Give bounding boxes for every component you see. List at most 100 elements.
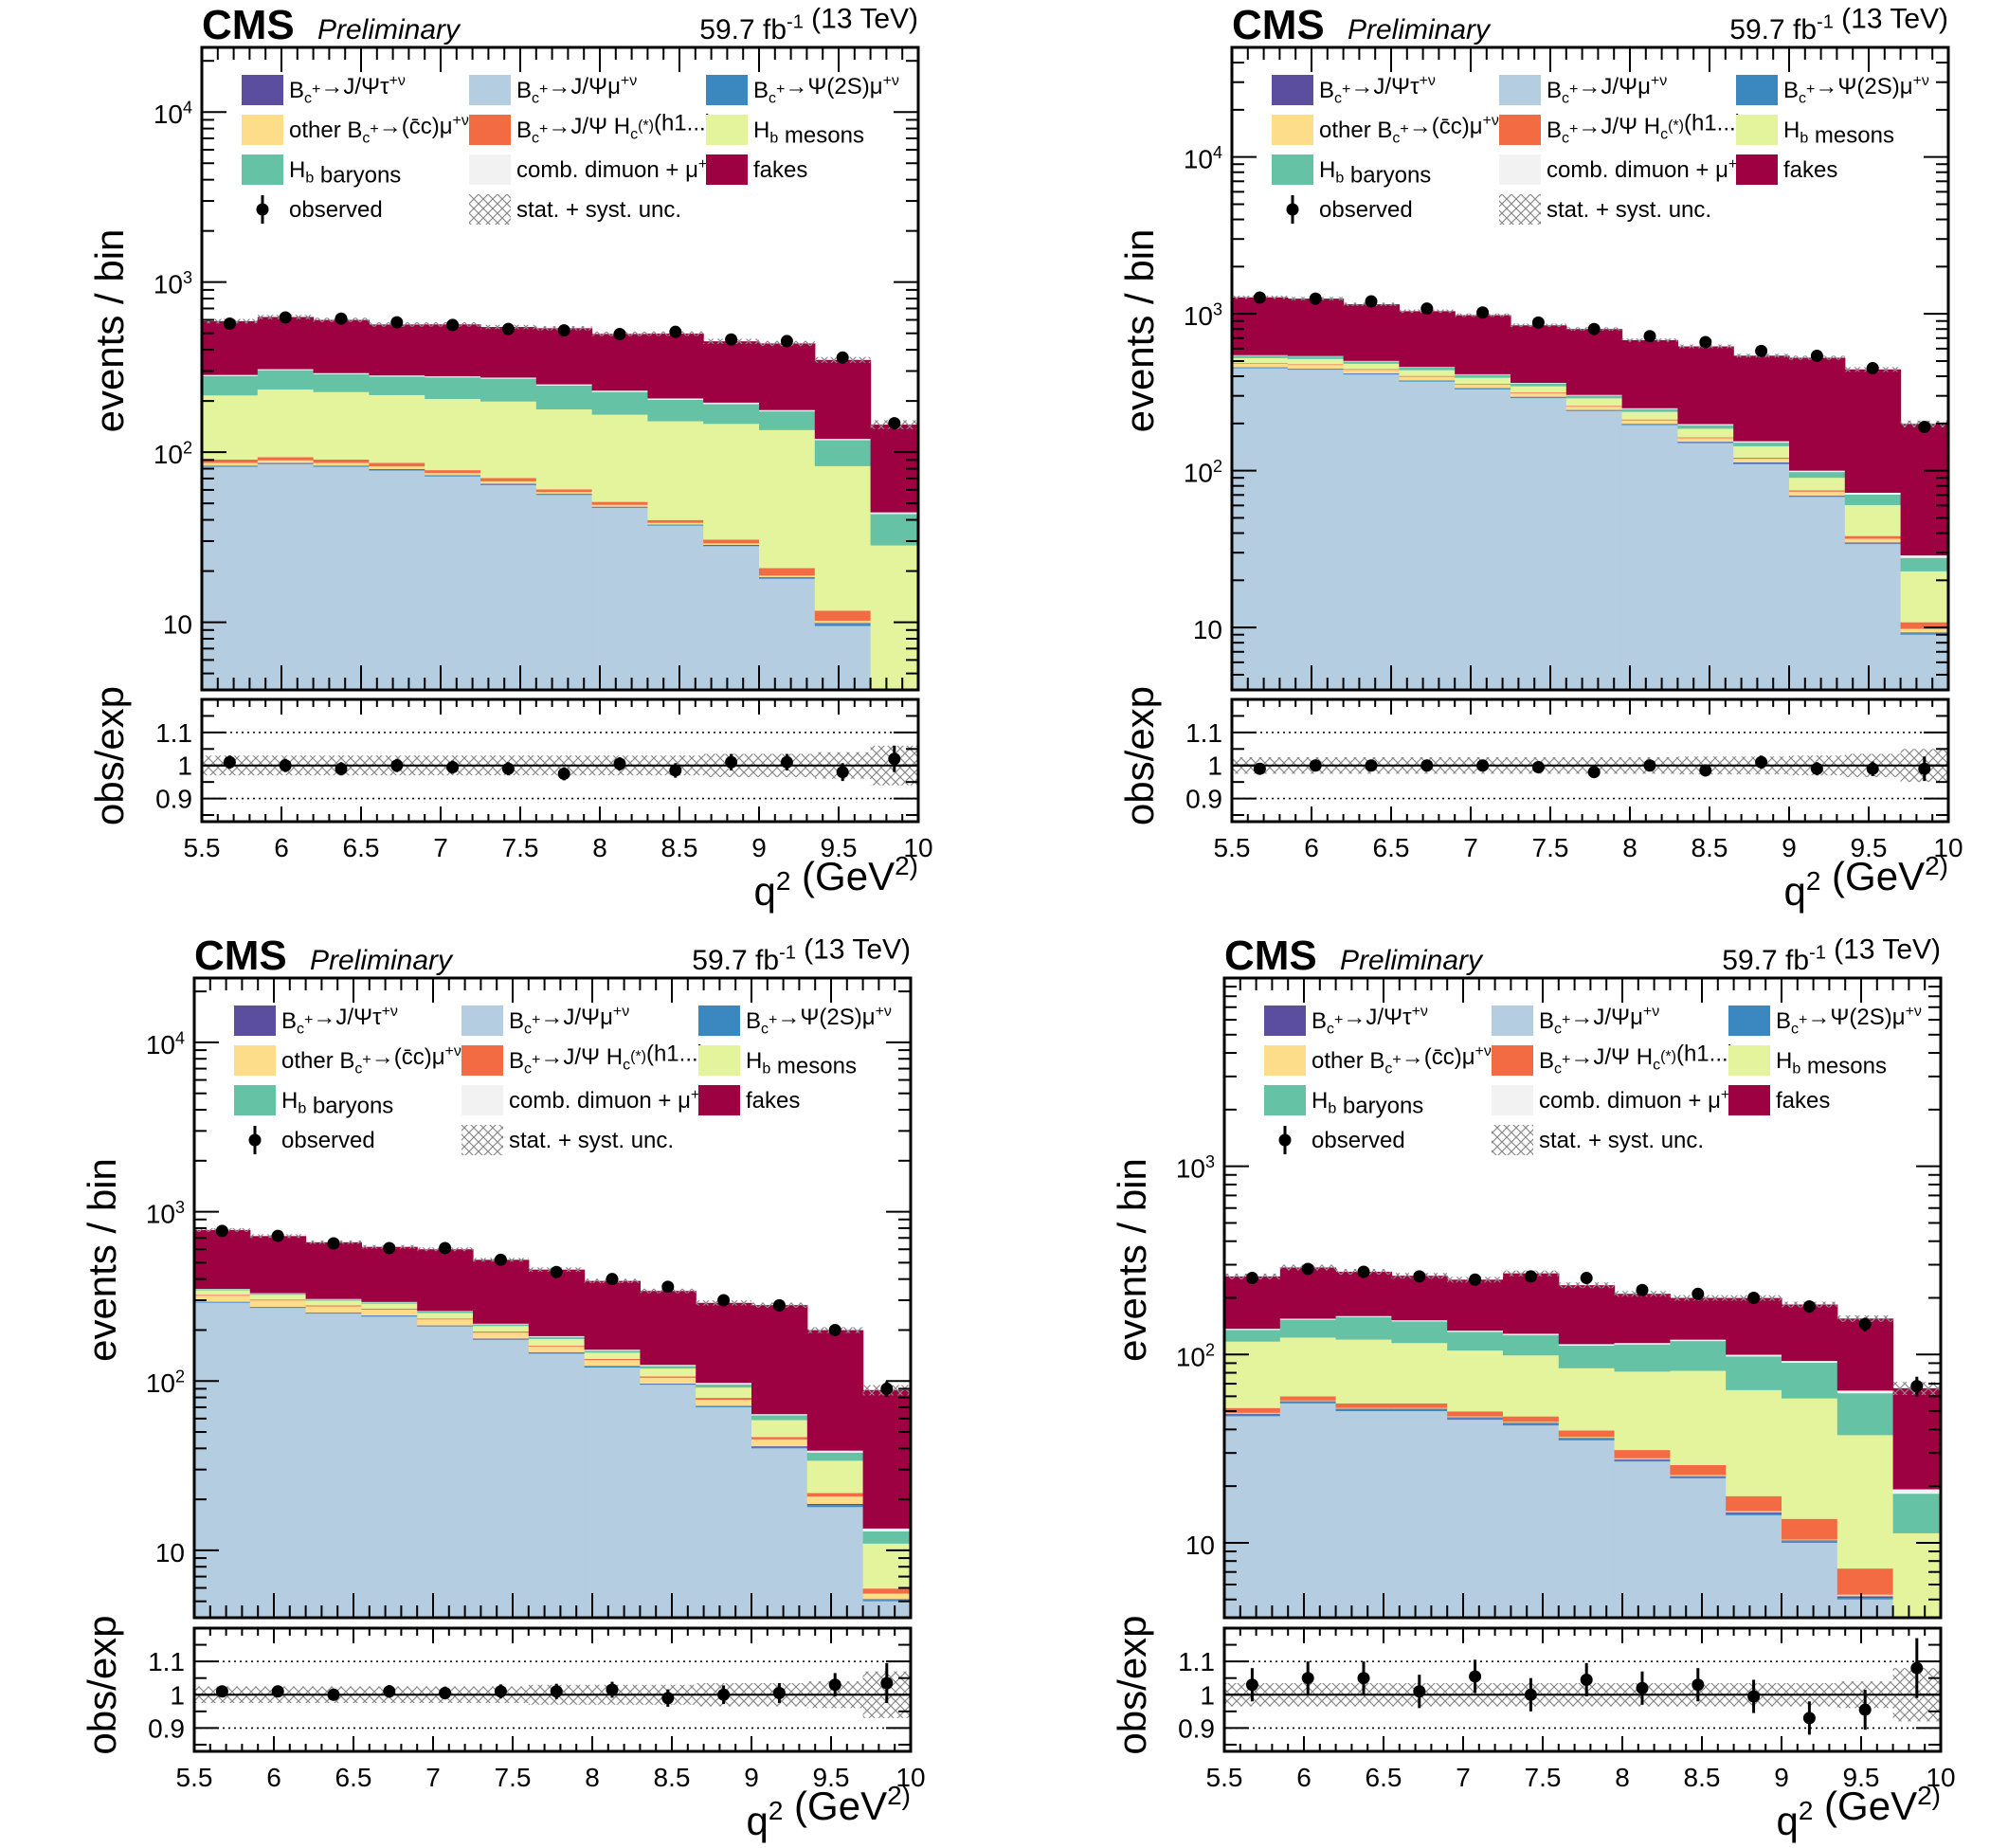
bar-other_cc xyxy=(1677,438,1734,443)
observed-point xyxy=(1643,330,1656,343)
bar-hb_baryons xyxy=(249,1294,307,1295)
x-tick-label: 7 xyxy=(425,1763,441,1792)
bar-bpsi2s xyxy=(417,1325,474,1327)
x-tick-label: 5.5 xyxy=(184,833,221,862)
x-tick-label: 9 xyxy=(744,1763,759,1792)
legend-label: Hb baryons xyxy=(281,1088,393,1118)
x-tick-label: 9.5 xyxy=(821,833,858,862)
bar-bpsi2s xyxy=(361,1315,418,1317)
ratio-point xyxy=(1420,759,1434,772)
legend-entry-hc: Bc+→J/Ψ Hc(*)(h1...) xyxy=(1492,1041,1736,1077)
bar-other_cc xyxy=(202,462,259,466)
legend-swatch-fakes xyxy=(698,1085,740,1115)
bar-hc xyxy=(257,457,315,461)
bar-comb_dimuon xyxy=(313,372,370,374)
legend-entry-hb_mesons: Hb mesons xyxy=(1728,1045,1887,1078)
observed-point xyxy=(390,316,404,329)
observed-point xyxy=(501,322,515,335)
bar-fakes xyxy=(361,1246,418,1302)
bar-bpsi2s xyxy=(535,494,593,496)
legend-label: other Bc+→(c̄c)μ+ν xyxy=(281,1043,461,1077)
legend-entry-hb_mesons: Hb mesons xyxy=(1736,115,1894,148)
bar-hc xyxy=(1279,1396,1337,1401)
bar-bmu xyxy=(640,1385,696,1618)
bar-bpsi2s xyxy=(480,483,537,485)
legend-entry-other_cc: other Bc+→(c̄c)μ+ν xyxy=(1264,1043,1492,1077)
bar-hb_mesons xyxy=(1844,505,1902,536)
legend-entry-hc: Bc+→J/Ψ Hc(*)(h1...) xyxy=(461,1041,706,1077)
legend-label: observed xyxy=(281,1128,375,1153)
ratio-frame xyxy=(1230,698,1950,824)
bar-hc xyxy=(1726,1495,1782,1512)
legend-label: Bc+→Ψ(2S)μ+ν xyxy=(1776,1004,1922,1037)
bar-btau xyxy=(703,544,760,546)
bar-other_cc xyxy=(591,504,648,507)
bar-btau xyxy=(806,1503,864,1506)
bar-hb_mesons xyxy=(1399,370,1456,376)
observed-point xyxy=(1755,344,1768,357)
ratio-point xyxy=(669,764,682,777)
legend-entry-hb_baryons: Hb baryons xyxy=(234,1085,393,1118)
observed-point xyxy=(717,1294,731,1307)
bar-comb_dimuon xyxy=(425,376,481,378)
bar-hb_baryons xyxy=(535,385,593,410)
legend-label: comb. dimuon + μ+ xyxy=(1547,156,1737,183)
bar-comb_dimuon xyxy=(369,375,425,377)
bar-btau xyxy=(1836,1596,1894,1599)
bar-bpsi2s xyxy=(1279,1402,1337,1404)
observed-point xyxy=(279,311,292,324)
legend-entry-fakes: fakes xyxy=(706,154,807,185)
bar-hb_baryons xyxy=(591,391,648,415)
bar-hb_baryons xyxy=(1565,395,1623,399)
bar-comb_dimuon xyxy=(1670,1339,1727,1342)
legend-label: Bc+→J/Ψμ+ν xyxy=(509,1004,629,1037)
legend-entry-fakes: fakes xyxy=(1728,1085,1830,1115)
ratio-frame xyxy=(200,698,920,824)
bar-hb_baryons xyxy=(1733,443,1790,446)
bar-other_cc xyxy=(1900,628,1948,633)
bar-hc xyxy=(1503,1416,1560,1422)
bar-hc xyxy=(313,459,370,463)
legend-entry-bpsi2s: Bc+→Ψ(2S)μ+ν xyxy=(1736,73,1929,106)
bar-hc xyxy=(1343,369,1400,371)
ratio-point xyxy=(836,766,849,779)
ratio-point xyxy=(613,757,626,770)
status-label: Preliminary xyxy=(1340,945,1484,976)
legend-label: Hb baryons xyxy=(289,157,401,188)
bar-hc xyxy=(417,1318,474,1320)
observed-point xyxy=(1747,1292,1761,1304)
bar-hc xyxy=(1224,1407,1281,1413)
ratio-point xyxy=(390,759,404,772)
bar-bpsi2s xyxy=(1224,1414,1281,1417)
ratio-point xyxy=(271,1685,284,1698)
ratio-point xyxy=(1747,1690,1761,1703)
bar-comb_dimuon xyxy=(1892,1489,1941,1495)
bar-hc xyxy=(814,610,872,622)
bar-bpsi2s xyxy=(584,1366,641,1368)
bar-bpsi2s xyxy=(1726,1513,1782,1515)
bar-hc xyxy=(425,470,481,474)
y-axis-title: events / bin xyxy=(87,229,132,433)
ratio-point xyxy=(717,1688,731,1701)
bar-comb_dimuon xyxy=(1565,394,1623,396)
main-frame xyxy=(1230,45,1950,692)
observed-point xyxy=(1866,362,1879,375)
chart-panel-4: 10 102 103 5.5 6 6.5 7 7.5 8 8.5 9 9.5 10 0.91 1.1 even… xyxy=(1110,933,1956,1843)
observed-point xyxy=(1245,1272,1258,1285)
legend: Bc+→J/Ψτ+ν Bc+→J/Ψμ+ν Bc+→Ψ(2S)μ+ν other Bc… xyxy=(1264,1004,1922,1155)
bar-hc xyxy=(1614,1450,1671,1458)
bar-hb_mesons xyxy=(1789,478,1846,491)
bar-fakes xyxy=(1614,1294,1671,1344)
main-frame xyxy=(200,45,920,692)
bar-hb_baryons xyxy=(1391,1321,1448,1344)
ratio-point xyxy=(557,767,570,780)
bar-btau xyxy=(1391,1408,1448,1410)
bar-fakes xyxy=(1503,1273,1560,1334)
ratio-point xyxy=(446,760,460,773)
bar-hb_baryons xyxy=(313,373,370,392)
bar-fakes xyxy=(751,1305,808,1415)
x-tick-label: 7 xyxy=(1456,1763,1471,1792)
status-label: Preliminary xyxy=(310,945,454,976)
bar-bmu xyxy=(1287,370,1345,690)
bar-hb_mesons xyxy=(1287,358,1345,365)
